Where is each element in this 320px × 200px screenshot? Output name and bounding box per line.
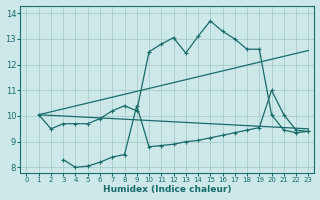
X-axis label: Humidex (Indice chaleur): Humidex (Indice chaleur) [103, 185, 232, 194]
